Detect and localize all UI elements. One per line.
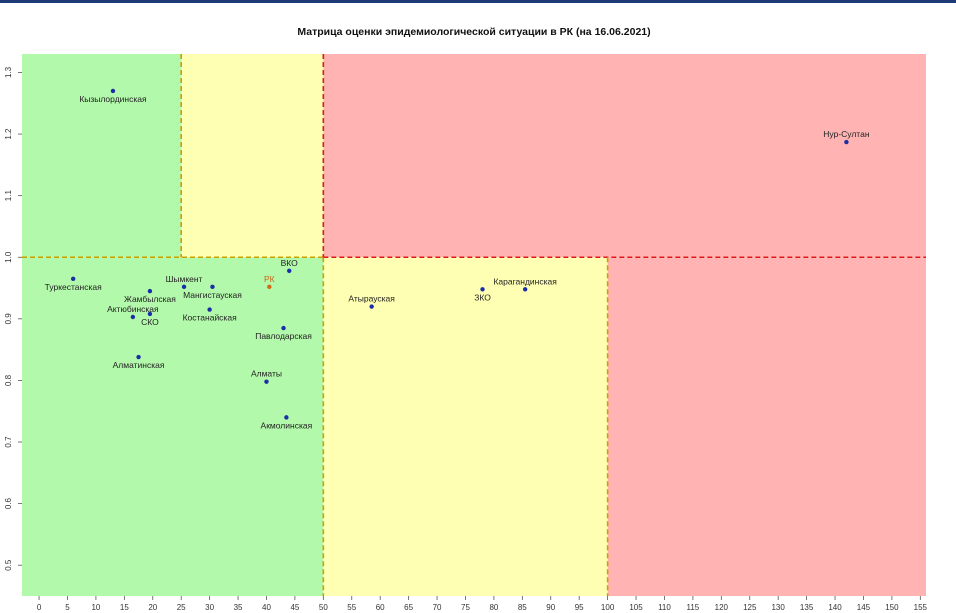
x-tick-label: 20 (148, 603, 157, 612)
x-tick-label: 0 (37, 603, 42, 612)
x-tick-label: 140 (828, 603, 842, 612)
zone-rect-2 (323, 54, 926, 258)
x-tick-label: 115 (687, 603, 700, 612)
data-point (522, 287, 528, 292)
data-point (281, 325, 286, 331)
points-layer: Кызылординская Туркестанская ЖамбылскаяАкт… (45, 88, 870, 430)
point-label: СКО (141, 317, 159, 327)
chart-title: Матрица оценки эпидемиологической ситуац… (297, 26, 650, 38)
x-tick-label: 85 (518, 603, 527, 612)
data-point (147, 288, 153, 294)
data-point (181, 284, 187, 290)
x-tick-label: 45 (290, 603, 299, 612)
y-tick-label: 0.6 (4, 498, 13, 510)
data-point (136, 354, 141, 360)
y-tick-label: 1.3 (4, 66, 13, 78)
x-tick-label: 135 (800, 603, 814, 612)
y-tick-label: 0.9 (4, 313, 13, 325)
y-tick-label: 1.1 (4, 190, 13, 202)
data-point (70, 276, 76, 282)
x-tick-label: 40 (262, 603, 271, 612)
y-tick-label: 0.7 (4, 436, 13, 448)
point-label: Карагандинская (493, 276, 557, 286)
point-label: Нур-Султан (823, 129, 870, 139)
x-tick-label: 125 (743, 603, 757, 612)
x-tick-label: 95 (575, 603, 584, 612)
point-label: Павлодарская (255, 331, 312, 341)
top-border-bar (0, 0, 956, 3)
point-label: Кызылординская (79, 94, 147, 104)
zone-rect-1 (181, 54, 324, 258)
x-tick-label: 75 (461, 603, 470, 612)
x-tick-label: 120 (715, 603, 729, 612)
axes-layer: 0 5 10 15 20 25 30 35 40 45 50 55 60 65 70 75 80 85 90 95 10… (4, 66, 928, 612)
x-tick-label: 35 (234, 603, 243, 612)
x-tick-label: 70 (433, 603, 442, 612)
point-label: Мангистауская (183, 290, 242, 300)
data-point (267, 284, 272, 290)
data-point (110, 88, 116, 94)
point-label: Костанайская (183, 313, 238, 323)
data-point (369, 304, 374, 309)
point-label: Туркестанская (45, 282, 102, 292)
zone-rect-0 (22, 54, 182, 258)
y-tick-label: 1.0 (4, 251, 13, 263)
data-point (207, 307, 212, 312)
zone-rect-3 (22, 257, 324, 596)
data-point (287, 268, 292, 273)
x-tick-label: 25 (177, 603, 186, 612)
point-label: Алматы (251, 369, 282, 379)
y-tick-label: 0.5 (4, 559, 13, 571)
point-label: Алматинская (113, 360, 165, 370)
x-tick-label: 5 (65, 603, 70, 612)
x-tick-label: 10 (91, 603, 100, 612)
data-point (210, 284, 215, 290)
data-point (147, 311, 153, 317)
point-label: РК (264, 274, 275, 284)
zone-rect-4 (323, 257, 608, 596)
data-point (264, 379, 269, 384)
data-point (844, 139, 849, 145)
y-tick-label: 1.2 (4, 128, 13, 140)
x-tick-label: 60 (376, 603, 385, 612)
x-tick-label: 80 (489, 603, 498, 612)
zones-layer (22, 54, 926, 596)
x-tick-label: 100 (601, 603, 615, 612)
data-point (284, 415, 289, 420)
y-tick-label: 0.8 (4, 374, 13, 386)
point-label: Атырауская (348, 294, 395, 304)
x-tick-label: 130 (771, 603, 785, 612)
data-point (480, 287, 485, 292)
point-label: Шымкент (166, 274, 203, 284)
x-tick-label: 150 (885, 603, 899, 612)
x-tick-label: 65 (404, 603, 413, 612)
x-tick-label: 30 (205, 603, 214, 612)
point-label: ЗКО (474, 292, 491, 302)
x-tick-label: 15 (120, 603, 129, 612)
x-tick-label: 55 (347, 603, 356, 612)
point-label: ВКО (281, 258, 299, 268)
threshold-lines-layer (22, 54, 926, 596)
data-point (130, 314, 136, 320)
x-tick-label: 155 (914, 603, 928, 612)
x-tick-label: 110 (658, 603, 671, 612)
x-tick-label: 90 (546, 603, 555, 612)
x-tick-label: 105 (629, 603, 643, 612)
x-tick-label: 50 (319, 603, 328, 612)
point-label: Акмолинская (261, 420, 313, 430)
point-label: Актюбинская (107, 304, 159, 314)
zone-rect-5 (607, 257, 926, 596)
x-tick-label: 145 (857, 603, 871, 612)
point-label: Жамбылская (124, 294, 176, 304)
